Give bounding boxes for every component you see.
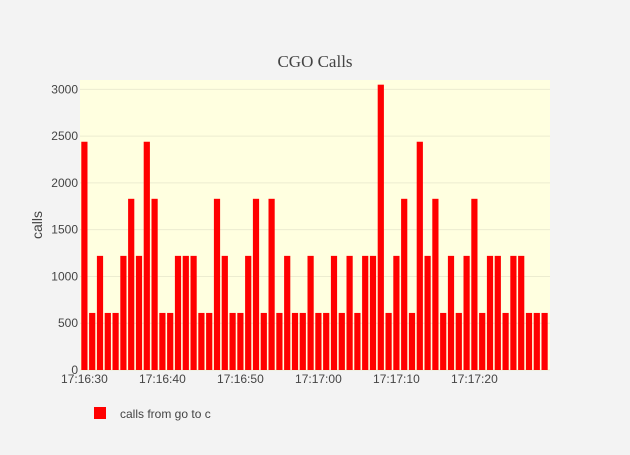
bar[interactable] [455, 312, 462, 370]
legend-swatch[interactable] [94, 407, 106, 419]
bar[interactable] [323, 312, 330, 370]
y-tick-label: 3000 [51, 82, 78, 96]
bar[interactable] [112, 312, 119, 370]
bar[interactable] [213, 198, 221, 370]
legend-label[interactable]: calls from go to c [120, 407, 211, 421]
bar[interactable] [89, 312, 96, 370]
bar[interactable] [416, 141, 423, 370]
bar[interactable] [315, 312, 322, 370]
bar[interactable] [424, 255, 431, 370]
bar[interactable] [393, 255, 400, 370]
bar[interactable] [291, 312, 299, 370]
bar[interactable] [486, 255, 494, 370]
bar[interactable] [510, 255, 517, 370]
x-tick-label: 17:17:10 [373, 372, 420, 386]
bar[interactable] [479, 312, 486, 370]
bar[interactable] [432, 198, 439, 370]
bar[interactable] [440, 312, 447, 370]
bar[interactable] [260, 312, 267, 370]
bar[interactable] [447, 255, 455, 370]
bar[interactable] [401, 198, 408, 370]
bar[interactable] [190, 255, 197, 370]
bar[interactable] [198, 312, 205, 370]
bar-series [81, 84, 548, 370]
bar[interactable] [533, 312, 540, 370]
bar[interactable] [518, 255, 525, 370]
y-tick-label: 0 [71, 363, 78, 377]
bar[interactable] [385, 312, 392, 370]
x-tick-label: 17:16:40 [139, 372, 186, 386]
bar[interactable] [369, 255, 377, 370]
bar[interactable] [81, 141, 88, 370]
bar[interactable] [159, 312, 166, 370]
bar[interactable] [143, 141, 150, 370]
y-tick-label: 2000 [51, 176, 78, 190]
bar[interactable] [276, 312, 283, 370]
bar[interactable] [494, 255, 501, 370]
bar[interactable] [120, 255, 127, 370]
bar[interactable] [206, 312, 213, 370]
bar[interactable] [135, 255, 143, 370]
bar[interactable] [502, 312, 509, 370]
x-tick-label: 17:16:50 [217, 372, 264, 386]
bar[interactable] [377, 84, 384, 370]
bar[interactable] [268, 198, 275, 370]
bar[interactable] [307, 255, 314, 370]
bar[interactable] [362, 255, 369, 370]
bar[interactable] [338, 312, 345, 370]
bar[interactable] [96, 255, 104, 370]
bar[interactable] [330, 255, 338, 370]
bar[interactable] [471, 198, 478, 370]
bar[interactable] [463, 255, 470, 370]
bar[interactable] [252, 198, 260, 370]
x-axis-ticks: 17:16:30 17:16:40 17:16:50 17:17:00 17:17:10… [61, 372, 498, 386]
y-axis-ticks: 0 500 1000 1500 2000 2500 3000 [51, 82, 78, 377]
bar[interactable] [541, 312, 548, 370]
x-tick-label: 17:17:20 [451, 372, 498, 386]
x-tick-label: 17:16:30 [61, 372, 108, 386]
y-tick-label: 2500 [51, 129, 78, 143]
bar[interactable] [104, 312, 111, 370]
bar[interactable] [354, 312, 361, 370]
bar[interactable] [174, 255, 182, 370]
bar[interactable] [299, 312, 306, 370]
bar[interactable] [245, 255, 252, 370]
y-tick-label: 1500 [51, 223, 78, 237]
bar[interactable] [229, 312, 236, 370]
bar[interactable] [221, 255, 228, 370]
y-axis-label: calls [29, 211, 45, 239]
y-tick-label: 1000 [51, 269, 78, 283]
bar[interactable] [237, 312, 244, 370]
bar[interactable] [284, 255, 291, 370]
bar[interactable] [167, 312, 174, 370]
chart-title: CGO Calls [277, 52, 352, 71]
y-tick-label: 500 [58, 316, 78, 330]
x-tick-label: 17:17:00 [295, 372, 342, 386]
bar[interactable] [182, 255, 189, 370]
bar[interactable] [151, 198, 158, 370]
bar[interactable] [128, 198, 135, 370]
bar[interactable] [346, 255, 353, 370]
gridlines [80, 88, 550, 371]
bar[interactable] [525, 312, 533, 370]
bar[interactable] [408, 312, 416, 370]
